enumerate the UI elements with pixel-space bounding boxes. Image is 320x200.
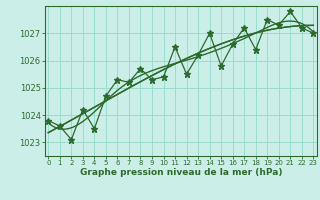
- X-axis label: Graphe pression niveau de la mer (hPa): Graphe pression niveau de la mer (hPa): [80, 168, 282, 177]
